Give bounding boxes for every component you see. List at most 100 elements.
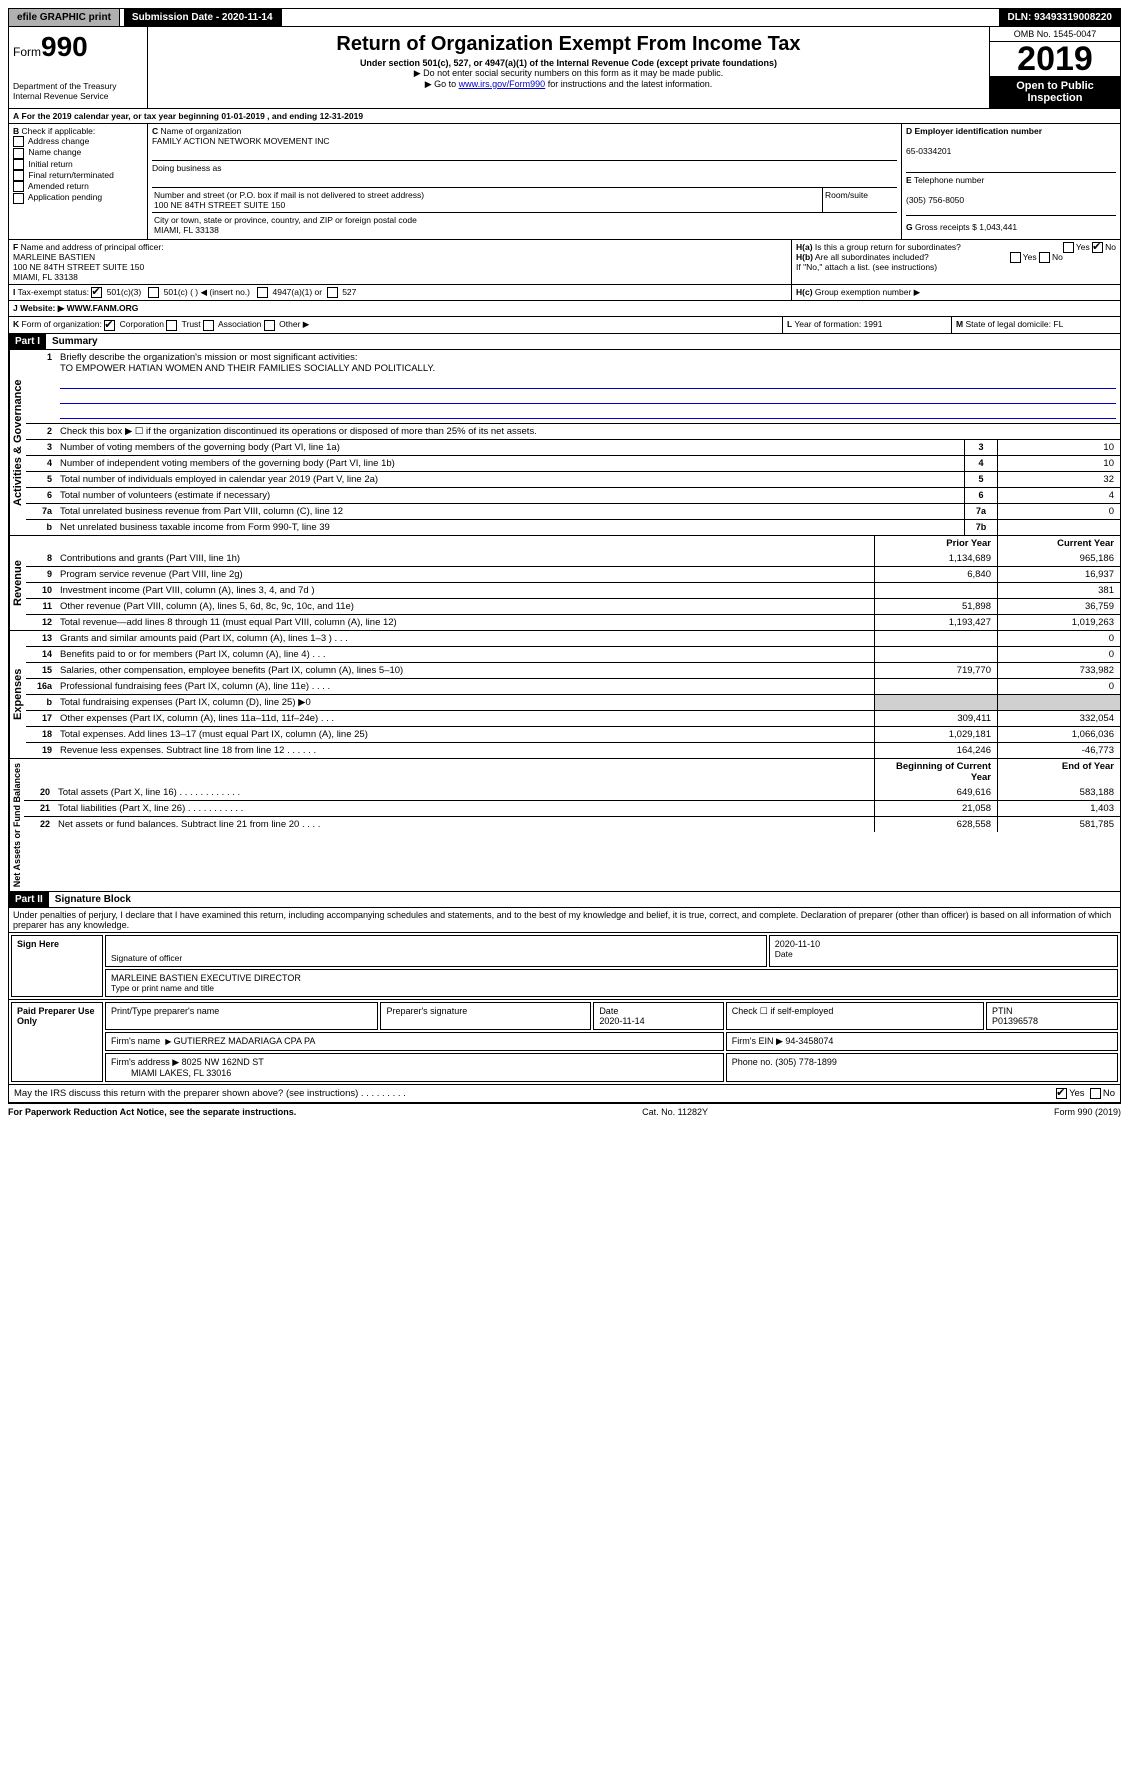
volunteers: 4 [997, 488, 1120, 503]
inspection-badge: Open to Public Inspection [990, 76, 1120, 108]
page-title: Return of Organization Exempt From Incom… [152, 33, 985, 56]
sign-date: 2020-11-10 [775, 939, 820, 949]
form-label: Form [13, 45, 41, 59]
table-row: 8Contributions and grants (Part VIII, li… [26, 551, 1120, 566]
perjury-text: Under penalties of perjury, I declare th… [8, 908, 1121, 933]
instructions-link[interactable]: www.irs.gov/Form990 [459, 79, 546, 89]
dba-label: Doing business as [152, 160, 897, 173]
voting-members: 10 [997, 440, 1120, 455]
efile-btn[interactable]: efile GRAPHIC print [9, 9, 120, 26]
box-d-e-g: D Employer identification number 65-0334… [902, 124, 1120, 239]
tax-exempt-row: I Tax-exempt status: 501(c)(3) 501(c) ( … [9, 285, 792, 300]
checkbox-application-pending[interactable] [13, 193, 24, 204]
table-row: 18Total expenses. Add lines 13–17 (must … [26, 726, 1120, 742]
table-row: 12Total revenue—add lines 8 through 11 (… [26, 614, 1120, 630]
begin-year-hdr: Beginning of Current Year [874, 759, 997, 785]
firm-phone: (305) 778-1899 [775, 1057, 837, 1067]
governance-label: Activities & Governance [9, 350, 26, 535]
end-year-hdr: End of Year [997, 759, 1120, 785]
table-row: bTotal fundraising expenses (Part IX, co… [26, 694, 1120, 710]
website-url[interactable]: WWW.FANM.ORG [67, 303, 139, 313]
year-formation: 1991 [864, 319, 883, 329]
form-title-box: Return of Organization Exempt From Incom… [148, 27, 989, 108]
table-row: 10Investment income (Part VIII, column (… [26, 582, 1120, 598]
expenses-label: Expenses [9, 631, 26, 758]
part1-header: Part I [9, 334, 46, 349]
table-row: 16aProfessional fundraising fees (Part I… [26, 678, 1120, 694]
website-row: J Website: ▶ WWW.FANM.ORG [9, 301, 1120, 316]
table-row: 22Net assets or fund balances. Subtract … [24, 816, 1120, 832]
ubr: 0 [997, 504, 1120, 519]
dept-label: Department of the Treasury Internal Reve… [13, 81, 143, 101]
ubti [997, 520, 1120, 535]
firm-name: GUTIERREZ MADARIAGA CPA PA [174, 1036, 316, 1046]
ptin: P01396578 [992, 1016, 1038, 1026]
table-row: 9Program service revenue (Part VIII, lin… [26, 566, 1120, 582]
mission-text: TO EMPOWER HATIAN WOMEN AND THEIR FAMILI… [60, 363, 435, 374]
year-box: OMB No. 1545-0047 2019 Open to Public In… [989, 27, 1120, 108]
prep-date: 2020-11-14 [599, 1016, 644, 1026]
ein: 65-0334201 [906, 146, 951, 156]
revenue-label: Revenue [9, 536, 26, 630]
firm-addr: 8025 NW 162ND ST [182, 1057, 264, 1067]
table-row: 19Revenue less expenses. Subtract line 1… [26, 742, 1120, 758]
room-label: Room/suite [822, 188, 897, 212]
discuss-row: May the IRS discuss this return with the… [8, 1085, 1121, 1103]
tax-year: 2019 [990, 42, 1120, 76]
discuss-no[interactable] [1090, 1088, 1101, 1099]
state-domicile: FL [1053, 319, 1063, 329]
checkbox-final-return-terminated[interactable] [13, 170, 24, 181]
table-row: 20Total assets (Part X, line 16) . . . .… [24, 785, 1120, 800]
goto-pre: ▶ Go to [425, 79, 459, 89]
part2-header: Part II [9, 892, 49, 907]
checkbox-address-change[interactable] [13, 136, 24, 147]
street-address: 100 NE 84TH STREET SUITE 150 [154, 200, 285, 210]
officer-addr: 100 NE 84TH STREET SUITE 150 MIAMI, FL 3… [13, 262, 144, 282]
subtitle-2: ▶ Do not enter social security numbers o… [152, 68, 985, 79]
table-row: 14Benefits paid to or for members (Part … [26, 646, 1120, 662]
preparer-table: Paid Preparer Use Only Print/Type prepar… [8, 1000, 1121, 1085]
period-line: A For the 2019 calendar year, or tax yea… [9, 109, 1120, 123]
subtitle-1: Under section 501(c), 527, or 4947(a)(1)… [152, 58, 985, 68]
checkbox-name-change[interactable] [13, 148, 24, 159]
discuss-yes[interactable] [1056, 1088, 1067, 1099]
current-year-hdr: Current Year [997, 536, 1120, 551]
501c3-check[interactable] [91, 287, 102, 298]
top-toolbar: efile GRAPHIC print Submission Date - 20… [8, 8, 1121, 27]
dln: DLN: 93493319008220 [999, 9, 1120, 26]
box-f: F Name and address of principal officer:… [9, 240, 792, 284]
box-c: C Name of organization FAMILY ACTION NET… [148, 124, 902, 239]
table-row: 21Total liabilities (Part X, line 26) . … [24, 800, 1120, 816]
paid-preparer-label: Paid Preparer Use Only [11, 1002, 103, 1082]
signer-name: MARLEINE BASTIEN EXECUTIVE DIRECTOR [111, 973, 301, 983]
checkbox-initial-return[interactable] [13, 159, 24, 170]
group-exemption: Group exemption number ▶ [815, 287, 920, 297]
self-employed-check[interactable]: Check ☐ if self-employed [726, 1002, 984, 1030]
org-name: FAMILY ACTION NETWORK MOVEMENT INC [152, 136, 330, 146]
form-id-box: Form990 Department of the Treasury Inter… [9, 27, 148, 108]
table-row: 11Other revenue (Part VIII, column (A), … [26, 598, 1120, 614]
part1-title: Summary [46, 334, 104, 349]
employees: 32 [997, 472, 1120, 487]
prior-year-hdr: Prior Year [874, 536, 997, 551]
officer-name: MARLEINE BASTIEN [13, 252, 95, 262]
page-footer: For Paperwork Reduction Act Notice, see … [8, 1103, 1121, 1120]
indep-members: 10 [997, 456, 1120, 471]
phone: (305) 756-8050 [906, 195, 964, 205]
part2-title: Signature Block [49, 892, 137, 907]
box-k: K Form of organization: Corporation Trus… [9, 317, 783, 332]
box-h: H(a) Is this a group return for subordin… [792, 240, 1120, 284]
box-b: B Check if applicable: Address change Na… [9, 124, 148, 239]
form-number: 990 [41, 31, 88, 62]
gross-receipts: 1,043,441 [979, 222, 1017, 232]
discontinued-check: Check this box ▶ ☐ if the organization d… [56, 424, 1120, 439]
netassets-label: Net Assets or Fund Balances [9, 759, 24, 891]
table-row: 17Other expenses (Part IX, column (A), l… [26, 710, 1120, 726]
addr-label: Number and street (or P.O. box if mail i… [154, 190, 424, 200]
firm-ein: 94-3458074 [785, 1036, 833, 1046]
checkbox-amended-return[interactable] [13, 181, 24, 192]
submission-date: Submission Date - 2020-11-14 [124, 9, 282, 26]
city-label: City or town, state or province, country… [154, 215, 417, 225]
signature-table: Sign Here Signature of officer 2020-11-1… [8, 933, 1121, 1000]
sign-here-label: Sign Here [11, 935, 103, 997]
